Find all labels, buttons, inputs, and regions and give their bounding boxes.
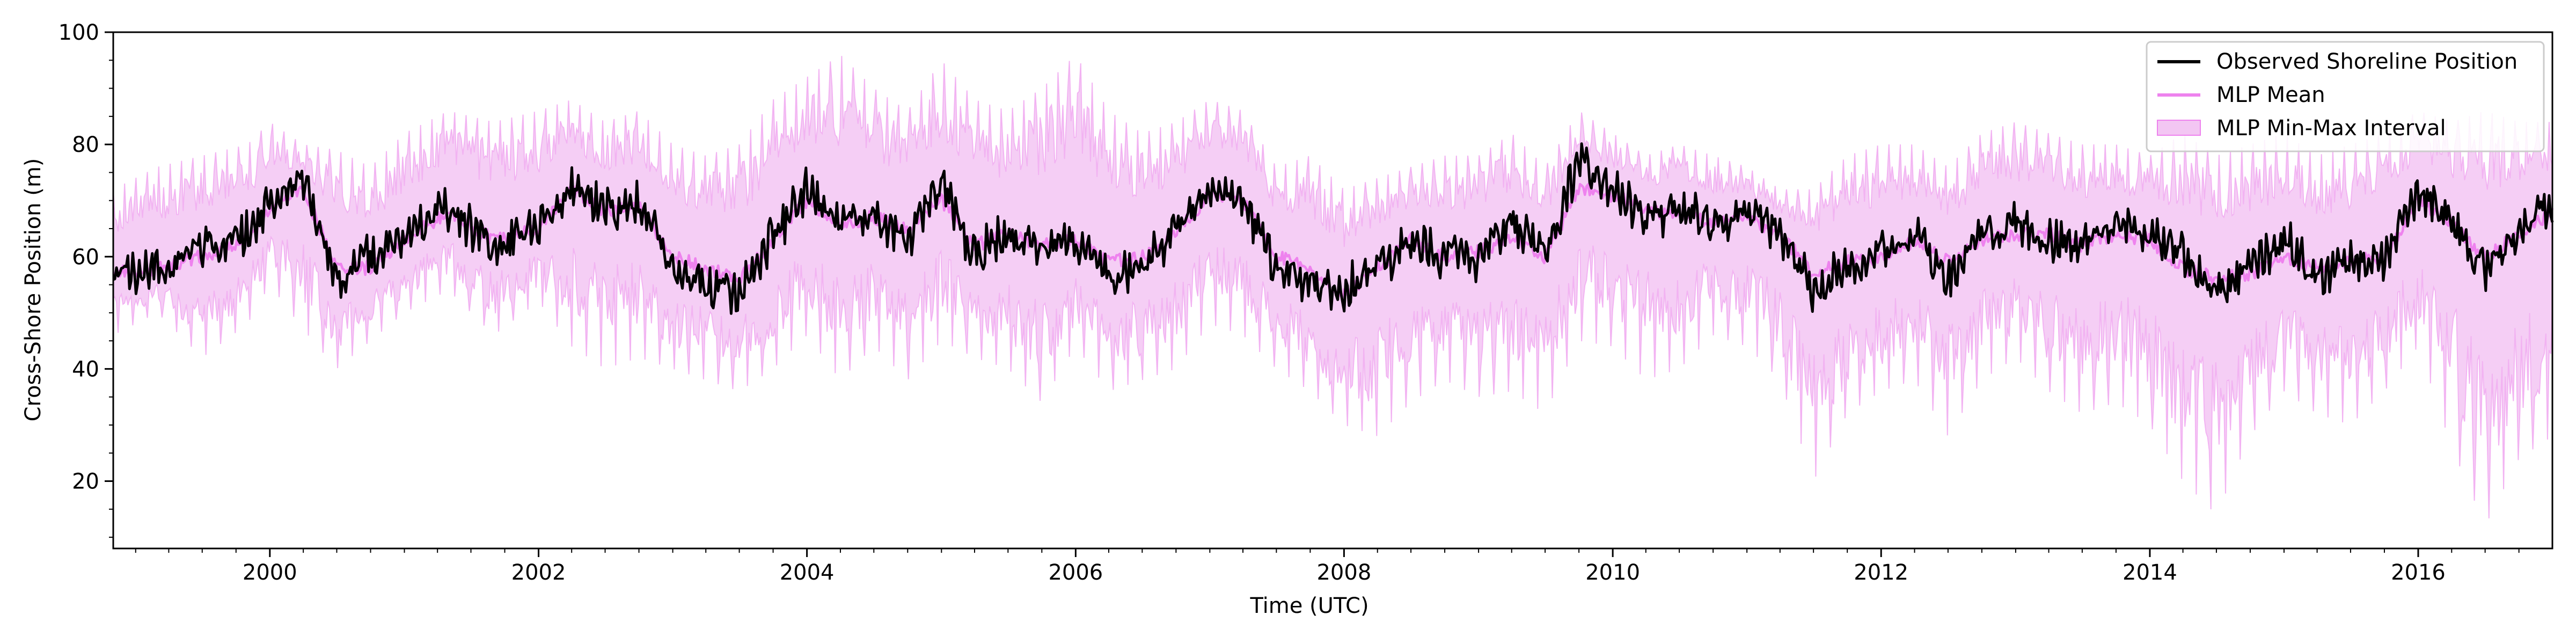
x-tick-label: 2010 bbox=[1585, 560, 1640, 585]
y-axis-minor-ticks bbox=[109, 60, 113, 538]
y-tick-label: 60 bbox=[72, 245, 99, 269]
x-tick-label: 2000 bbox=[243, 560, 297, 585]
y-tick-label: 40 bbox=[72, 357, 99, 382]
x-tick-label: 2014 bbox=[2123, 560, 2177, 585]
plot-frame bbox=[112, 31, 2553, 550]
y-tick-label: 20 bbox=[72, 470, 99, 494]
x-tick-label: 2004 bbox=[780, 560, 835, 585]
x-tick-label: 2012 bbox=[1854, 560, 1908, 585]
observed-shoreline-line bbox=[113, 142, 2554, 315]
legend: Observed Shoreline Position MLP Mean MLP… bbox=[2146, 41, 2545, 152]
legend-observed-label: Observed Shoreline Position bbox=[2216, 49, 2518, 74]
legend-interval-swatch bbox=[2157, 120, 2201, 136]
y-axis-ticks: 20 40 60 80 100 bbox=[58, 20, 113, 494]
x-axis-ticks: 2000 2002 2004 2006 2008 2010 2012 2014 2016 bbox=[243, 548, 2446, 585]
x-tick-label: 2008 bbox=[1316, 560, 1371, 585]
legend-box bbox=[2146, 41, 2545, 152]
x-axis-minor-ticks bbox=[135, 548, 2520, 553]
x-tick-label: 2006 bbox=[1048, 560, 1103, 585]
y-tick-label: 80 bbox=[72, 133, 99, 157]
x-axis-label: Time (UTC) bbox=[1249, 594, 1368, 618]
legend-interval-label: MLP Min-Max Interval bbox=[2216, 116, 2446, 141]
y-tick-label: 100 bbox=[58, 20, 99, 45]
x-tick-label: 2016 bbox=[2391, 560, 2446, 585]
y-axis-label: Cross-Shore Position (m) bbox=[21, 158, 46, 422]
legend-mean-label: MLP Mean bbox=[2216, 83, 2325, 107]
x-tick-label: 2002 bbox=[511, 560, 566, 585]
